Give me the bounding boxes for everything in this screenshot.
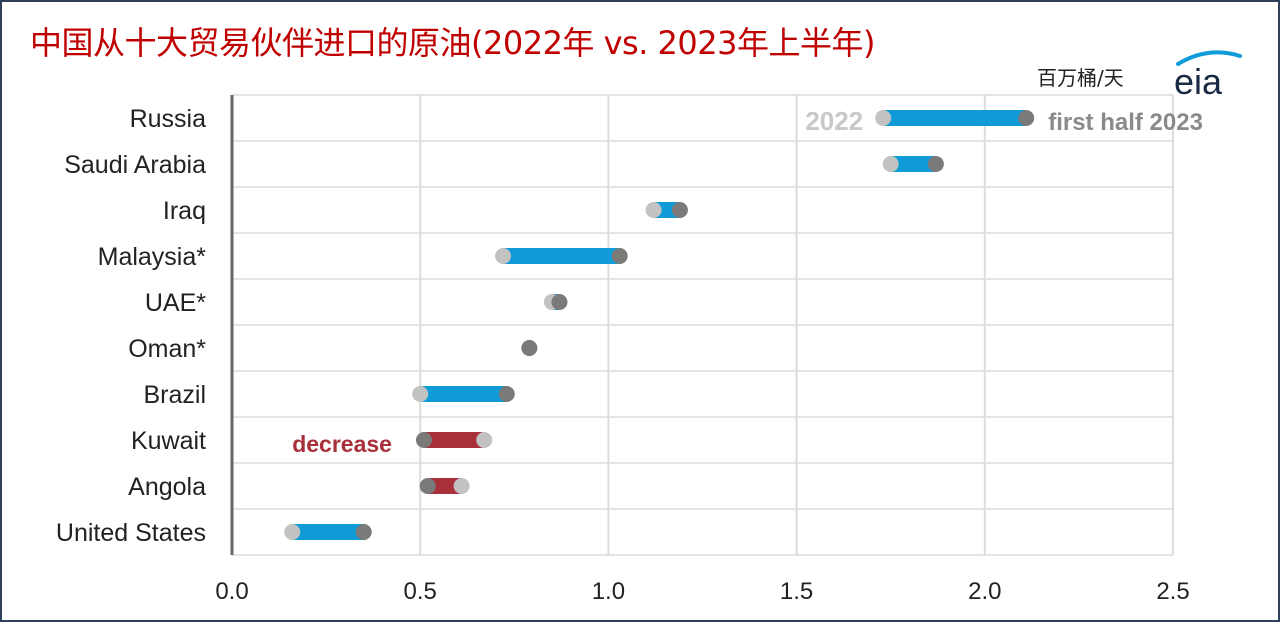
category-label: UAE* [145, 289, 206, 317]
category-label: Brazil [143, 381, 206, 409]
dot-2023 [355, 524, 372, 540]
grid-lines [230, 94, 1174, 556]
category-label: Russia [130, 105, 207, 133]
annotation-first-half-2023: first half 2023 [1048, 109, 1203, 136]
category-label: Saudi Arabia [64, 151, 206, 179]
category-label: Malaysia* [98, 243, 207, 271]
dot-2023 [419, 478, 436, 494]
annotation-decrease: decrease [292, 431, 392, 457]
x-tick-label: 2.5 [1156, 578, 1189, 605]
dot-2022 [495, 248, 512, 264]
dot-2022 [412, 386, 429, 402]
logo-text: eia [1174, 61, 1223, 100]
category-label: Oman* [128, 335, 206, 363]
annotations: 2022 first half 2023 decrease [292, 106, 1203, 457]
dot-2022 [476, 432, 493, 448]
dot-2023 [415, 432, 432, 448]
dot-2023 [1018, 110, 1035, 126]
x-tick-label: 2.0 [968, 578, 1001, 605]
x-tick-label: 1.0 [592, 578, 625, 605]
annotation-2022: 2022 [805, 106, 863, 136]
dot-2023 [927, 156, 944, 172]
dot-2022 [284, 524, 301, 540]
category-label: Kuwait [131, 427, 206, 455]
x-tick-label: 1.5 [780, 578, 813, 605]
dot-2022 [875, 110, 892, 126]
category-labels: Russia Saudi Arabia Iraq Malaysia* UAE* Oman*… [56, 105, 206, 547]
dot-2023 [521, 340, 538, 356]
dot-2022 [882, 156, 899, 172]
chart-title: 中国从十大贸易伙伴进口的原油(2022年 vs. 2023年上半年) [30, 24, 875, 62]
dot-2023 [611, 248, 628, 264]
dot-2023 [671, 202, 688, 218]
x-tick-label: 0.0 [215, 578, 248, 605]
x-tick-label: 0.5 [404, 578, 437, 605]
category-label: United States [56, 519, 206, 547]
dot-2023 [498, 386, 515, 402]
category-label: Iraq [163, 197, 206, 225]
dot-2022 [645, 202, 662, 218]
eia-logo-icon: eia [1174, 50, 1242, 100]
dot-2023 [551, 294, 568, 310]
x-tick-labels: 0.0 0.5 1.0 1.5 2.0 2.5 [215, 578, 1189, 605]
dots [284, 110, 1035, 540]
units-label: 百万桶/天 [1037, 66, 1124, 90]
dot-2022 [453, 478, 470, 494]
category-label: Angola [128, 473, 206, 501]
